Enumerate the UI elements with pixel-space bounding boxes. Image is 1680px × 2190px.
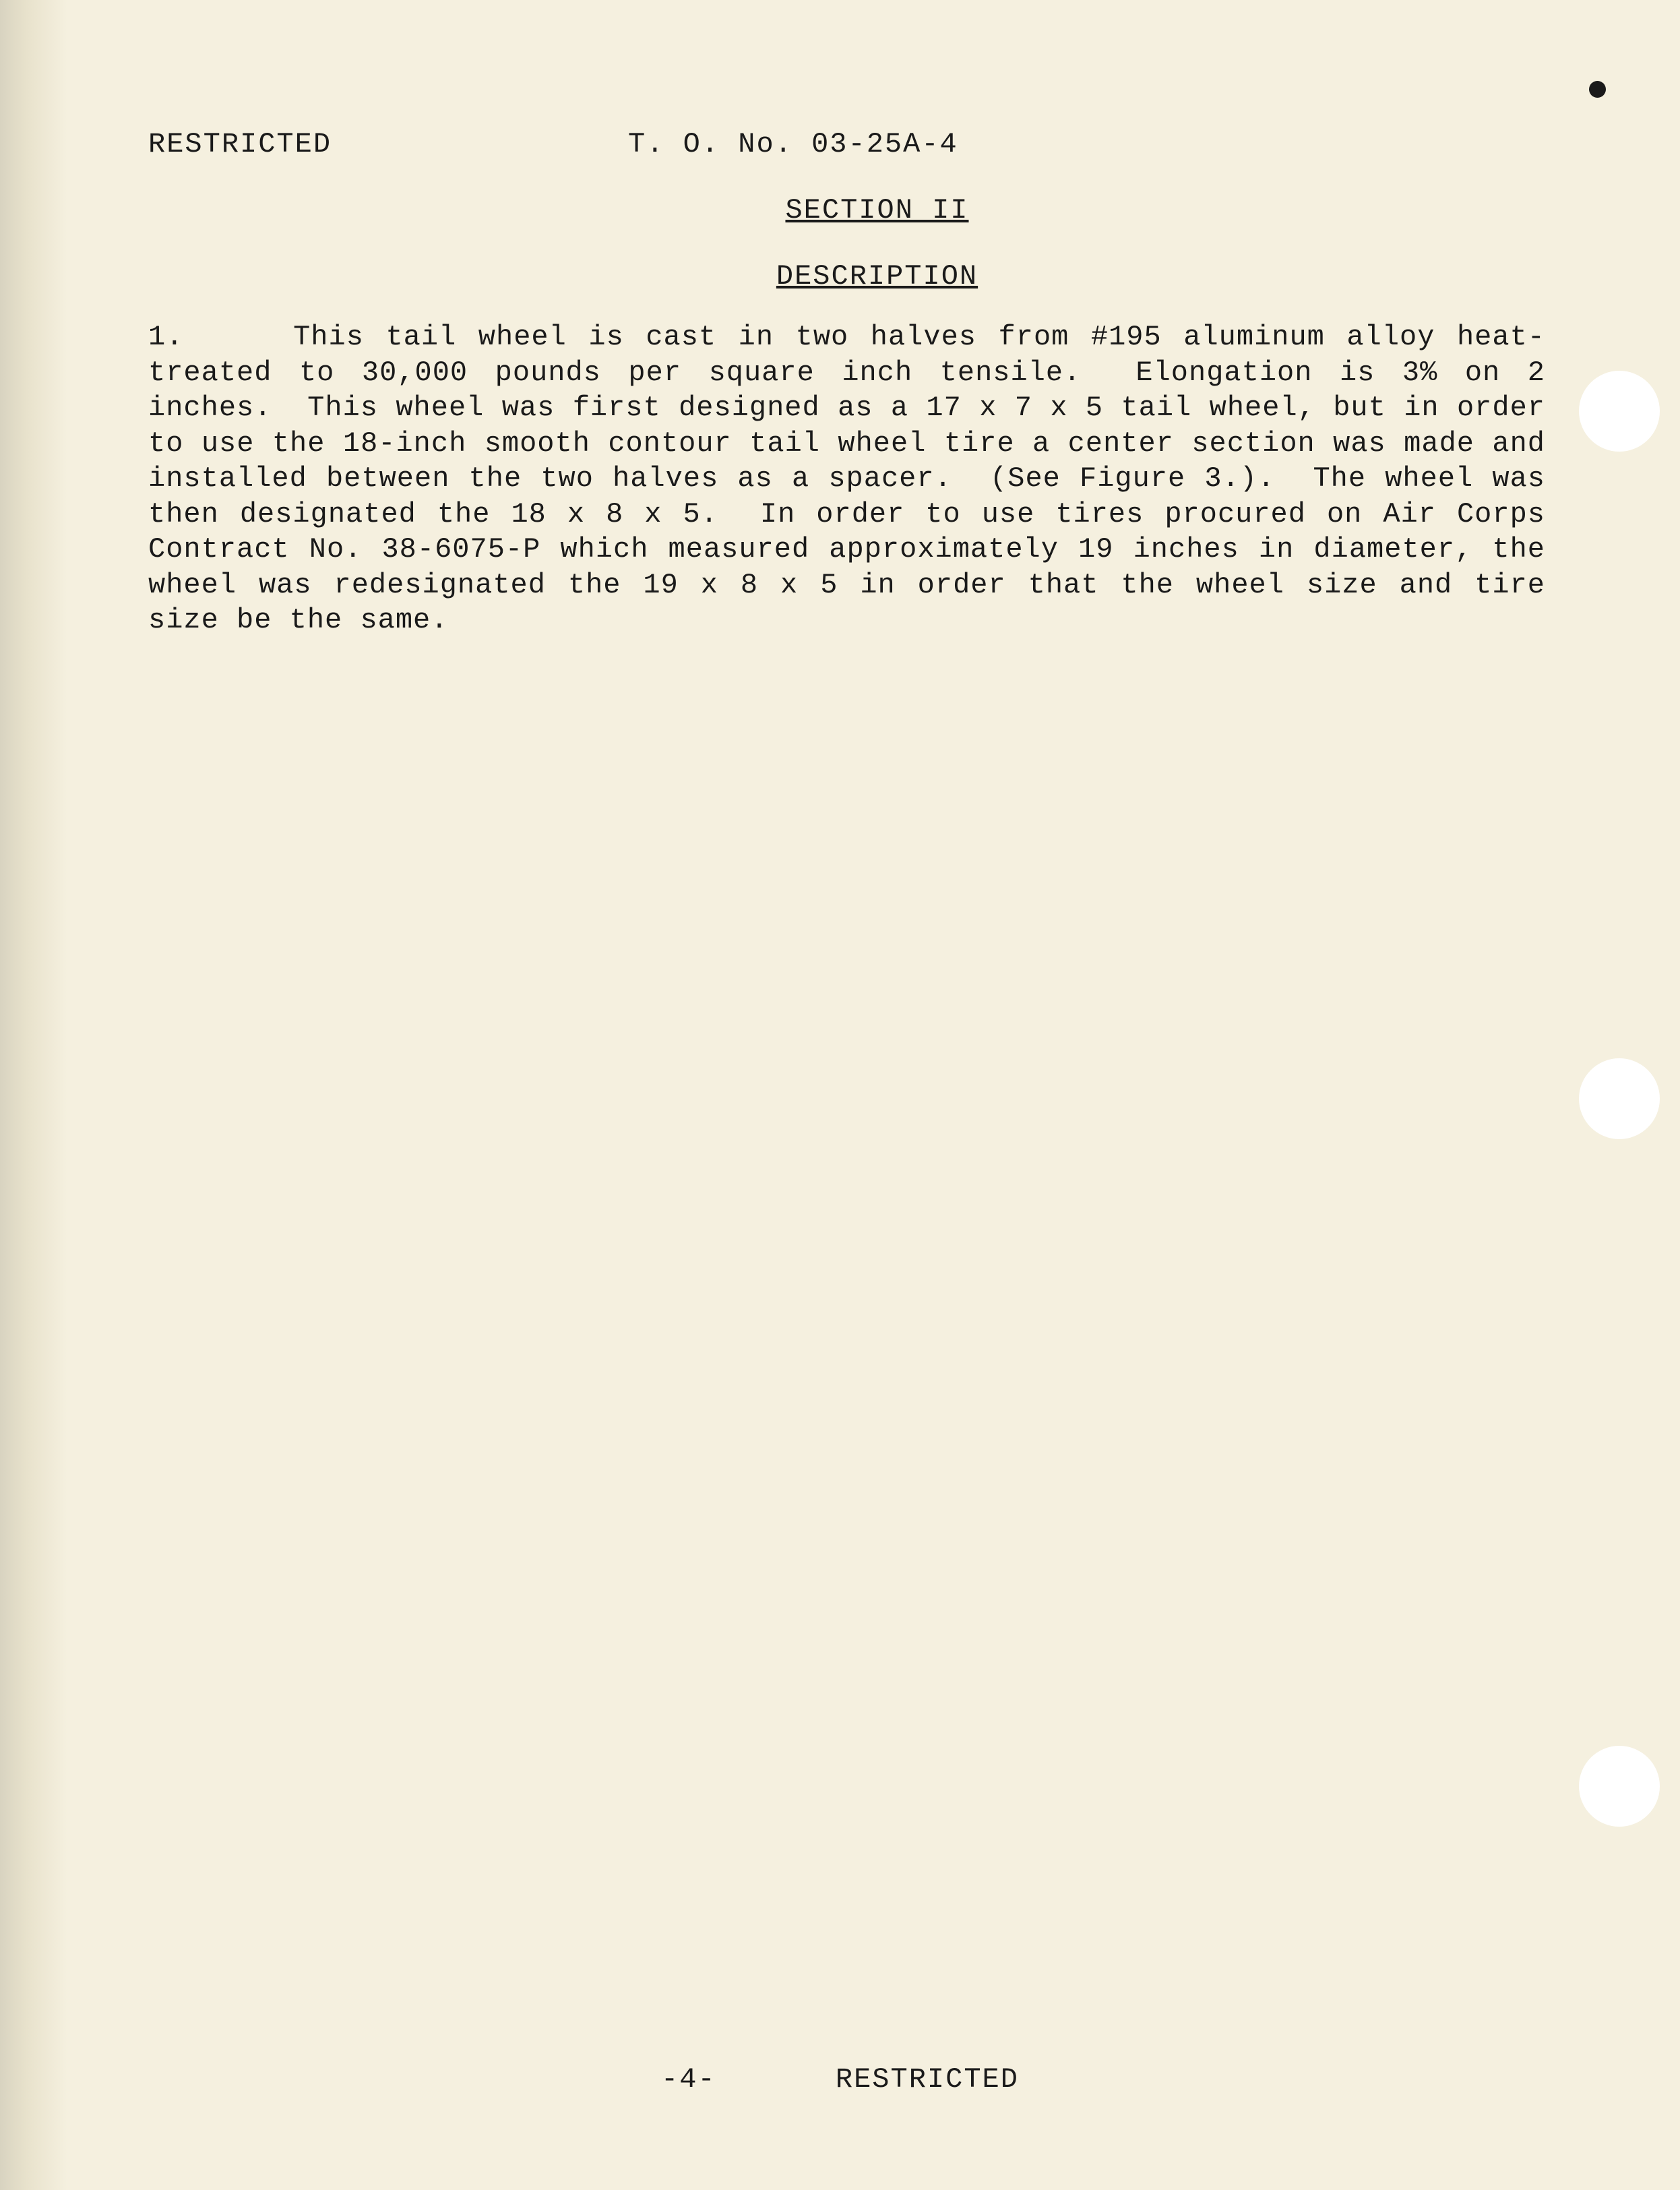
section-title: DESCRIPTION [209,260,1545,293]
section-number: SECTION II [209,194,1545,226]
classification-header: RESTRICTED [148,128,332,160]
document-page: RESTRICTED T. O. No. 03-25A-4 SECTION II… [0,0,1680,2190]
page-footer: -4- RESTRICTED [0,2063,1680,2096]
classification-footer: RESTRICTED [836,2063,1019,2096]
paragraph-body: 1. This tail wheel is cast in two halves… [148,320,1545,638]
page-number: -4- [661,2063,716,2096]
document-number: T. O. No. 03-25A-4 [628,128,958,160]
page-header: RESTRICTED T. O. No. 03-25A-4 [148,128,1545,160]
